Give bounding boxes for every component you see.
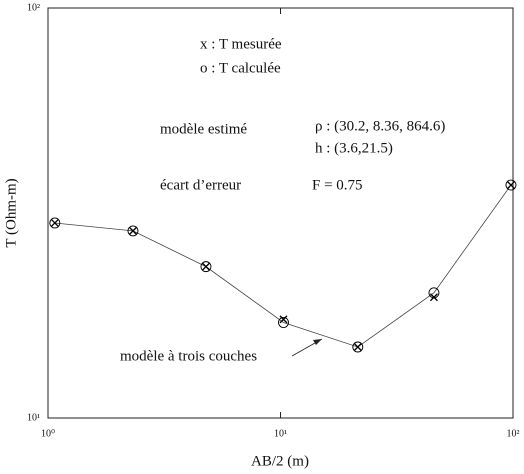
annotation: modèle estimé (160, 121, 247, 137)
annotation: modèle à trois couches (120, 348, 257, 364)
y-tick-label: 10¹ (27, 412, 40, 423)
marker-o (352, 341, 364, 353)
marker-x (429, 293, 438, 302)
marker-x (353, 343, 362, 351)
marker-o (428, 287, 440, 299)
marker-o (200, 261, 212, 273)
marker-o (505, 179, 517, 191)
legend-label: o : T calculée (200, 60, 281, 76)
annotation: écart d’erreur (160, 177, 241, 193)
series-line (54, 184, 512, 348)
legend-label: x : T mesurée (200, 36, 282, 52)
annotation: h : (3.6,21.5) (315, 140, 393, 156)
marker-o (49, 217, 61, 229)
y-tick-label: 10² (27, 2, 40, 13)
x-tick-label: 10⁰ (41, 428, 55, 439)
marker-o (278, 317, 289, 328)
annotation: F = 0.75 (312, 177, 363, 193)
y-axis-label: T (Ohm-m) (3, 178, 19, 247)
marker-x (50, 219, 59, 227)
x-tick-label: 10² (507, 428, 520, 439)
marker-x (279, 315, 288, 324)
x-tick-label: 10¹ (274, 428, 287, 439)
annotation: ρ : (30.2, 8.36, 864.6) (315, 118, 445, 134)
marker-o (127, 225, 139, 237)
marker-x (507, 181, 515, 189)
annotation-arrowhead (313, 339, 322, 345)
marker-x (129, 226, 137, 235)
x-axis-label: AB/2 (m) (251, 453, 309, 469)
marker-x (202, 262, 210, 271)
